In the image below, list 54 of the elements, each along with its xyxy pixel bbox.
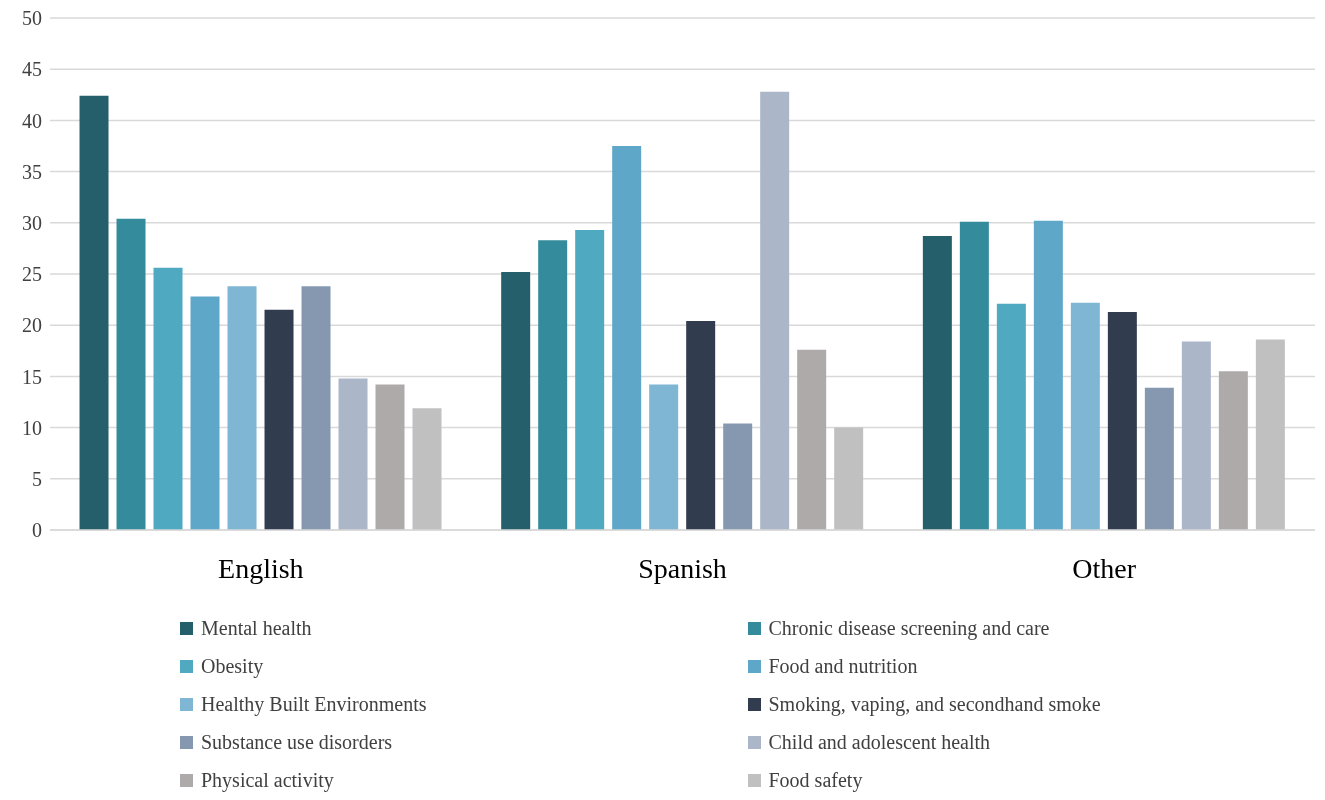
bar	[338, 378, 368, 530]
y-tick-label: 20	[22, 314, 42, 337]
x-tick-label: Spanish	[638, 552, 727, 584]
x-tick-label: English	[218, 552, 304, 584]
y-tick-label: 5	[32, 467, 42, 490]
bar	[153, 267, 183, 530]
bar	[1144, 387, 1174, 530]
bar	[1033, 220, 1063, 530]
legend-label: Food and nutrition	[768, 654, 918, 678]
bar	[996, 303, 1026, 530]
bar	[1107, 311, 1137, 530]
bar	[834, 427, 864, 530]
y-tick-label: 10	[22, 416, 42, 439]
bar	[723, 423, 753, 530]
bar	[1181, 341, 1211, 530]
y-tick-label: 50	[22, 7, 42, 30]
bar	[959, 221, 989, 530]
bar	[412, 408, 442, 530]
bar	[501, 271, 531, 530]
legend-label: Child and adolescent health	[768, 730, 991, 754]
legend-label: Obesity	[201, 654, 264, 678]
y-tick-label: 15	[22, 365, 42, 388]
y-tick-label: 45	[22, 58, 42, 81]
bar	[649, 384, 679, 530]
y-tick-label: 0	[32, 519, 42, 542]
bar	[264, 309, 294, 530]
bar	[375, 384, 405, 530]
bar	[797, 349, 827, 530]
x-tick-label: Other	[1072, 552, 1137, 584]
legend-label: Chronic disease screening and care	[768, 616, 1050, 640]
bar	[686, 321, 716, 530]
legend-label: Healthy Built Environments	[201, 692, 427, 716]
bar	[301, 286, 331, 530]
y-tick-label: 40	[22, 109, 42, 132]
bar	[1255, 339, 1285, 530]
bar	[575, 229, 605, 530]
bar	[1070, 302, 1100, 530]
legend-label: Smoking, vaping, and secondhand smoke	[768, 692, 1101, 716]
bar	[1218, 371, 1248, 530]
bar	[190, 296, 220, 530]
legend-label: Physical activity	[201, 768, 334, 792]
bar	[116, 218, 146, 530]
legend-label: Food safety	[768, 768, 863, 792]
bar	[612, 146, 642, 530]
bar	[79, 95, 109, 530]
y-tick-label: 35	[22, 160, 42, 183]
bar	[227, 286, 257, 530]
bar	[922, 236, 952, 530]
legend-label: Mental health	[201, 616, 312, 640]
y-tick-label: 30	[22, 211, 42, 234]
y-tick-label: 25	[22, 263, 42, 286]
bar	[760, 91, 790, 530]
legend-label: Substance use disorders	[201, 730, 393, 754]
bar	[538, 240, 568, 530]
